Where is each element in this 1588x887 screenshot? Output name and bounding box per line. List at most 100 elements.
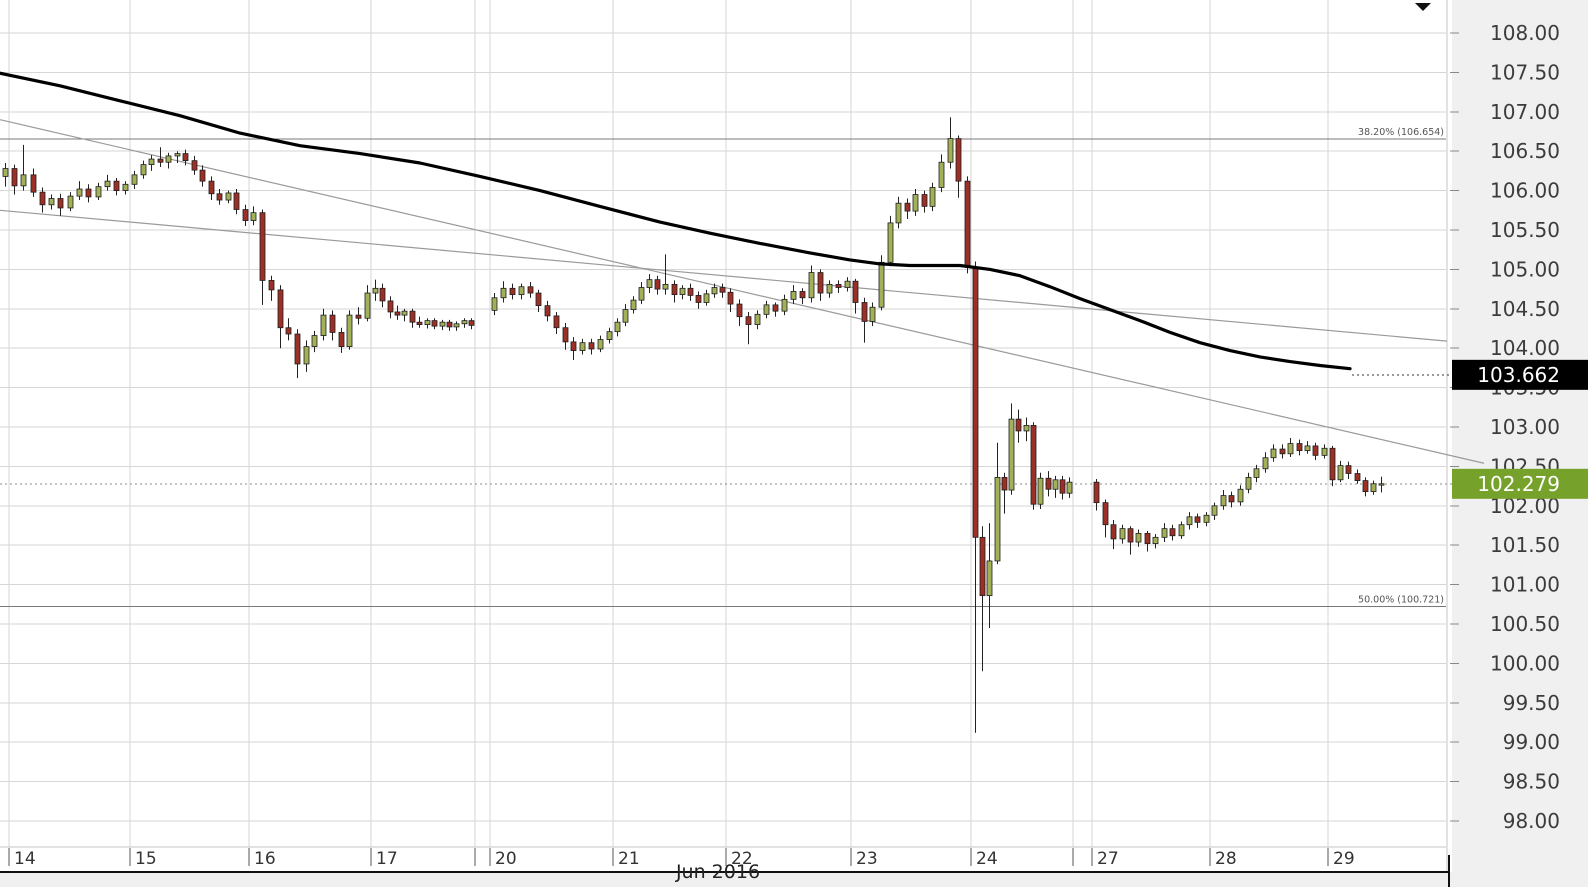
bear-candle-body [861, 302, 868, 322]
bull-candle-body [311, 335, 318, 348]
price-axis-label: 99.50 [1503, 691, 1560, 715]
bear-candle-body [544, 305, 551, 317]
day-21-candles [614, 254, 726, 337]
price-axis-label: 101.00 [1490, 573, 1560, 597]
day-17-candles [372, 279, 475, 331]
bull-candle-body [1337, 465, 1344, 481]
bull-candle-body [869, 306, 876, 322]
bull-candle-body [1237, 488, 1244, 503]
bear-candle-body [216, 193, 223, 201]
price-axis-label: 105.50 [1490, 218, 1560, 242]
bear-candle-body [671, 283, 678, 296]
bull-candle-body [174, 153, 181, 157]
candlestick-series[interactable] [2, 117, 1385, 733]
bear-candle-body [208, 180, 215, 195]
bear-candle-body [446, 321, 453, 328]
bear-candle-body [416, 321, 423, 325]
bull-candle-body [844, 280, 851, 288]
bull-candle-body [122, 183, 129, 192]
bear-candle-body [817, 272, 824, 294]
bear-candle-body [1030, 425, 1037, 505]
bull-candle-body [424, 320, 431, 325]
bull-candle-body [1321, 447, 1328, 456]
bull-candle-body [1023, 425, 1030, 432]
day-27-candles [1093, 479, 1210, 555]
bear-candle-body [852, 280, 859, 303]
price-axis-label: 104.00 [1490, 336, 1560, 360]
ma-badge-value: 103.662 [1477, 363, 1560, 387]
day-15-candles [131, 147, 249, 227]
bull-candle-body [1245, 477, 1252, 490]
bear-candle-body [972, 266, 979, 538]
bull-candle-body [1262, 457, 1269, 470]
bear-candle-body [687, 287, 694, 296]
bull-candle-body [579, 342, 586, 351]
bear-candle-body [30, 174, 37, 193]
gridlines [0, 0, 1448, 872]
bull-candle-body [1186, 516, 1193, 526]
bull-candle-body [364, 292, 371, 319]
date-label: 14 [14, 849, 36, 869]
price-axis-label: 107.00 [1490, 100, 1560, 124]
bear-candle-body [199, 169, 206, 182]
trendlines [0, 119, 1485, 464]
bear-candle-body [1362, 480, 1369, 493]
bear-candle-body [1312, 445, 1319, 456]
bear-candle-body [294, 333, 301, 365]
bear-candle-body [1144, 532, 1151, 545]
price-axis-band[interactable] [1452, 0, 1588, 887]
bear-candle-body [11, 168, 18, 187]
date-label: 17 [376, 849, 398, 869]
bull-candle-body [1152, 536, 1159, 545]
bear-candle-body [338, 332, 345, 348]
bear-candle-body [1093, 481, 1100, 504]
bull-candle-body [250, 212, 257, 221]
bull-candle-body [2, 168, 9, 177]
date-label: 21 [618, 849, 640, 869]
bull-candle-body [346, 314, 353, 348]
price-axis-label: 107.50 [1490, 60, 1560, 84]
bull-candle-body [1211, 505, 1218, 516]
bull-candle-body [597, 339, 604, 350]
bear-candle-body [553, 315, 560, 329]
bull-candle-body [500, 287, 507, 299]
bull-candle-body [754, 313, 761, 325]
bear-candle-body [285, 327, 292, 335]
bear-candle-body [654, 279, 661, 290]
price-axis-label: 100.50 [1490, 612, 1560, 636]
bull-candle-body [1370, 483, 1377, 493]
bear-candle-body [182, 153, 189, 162]
bull-candle-body [439, 321, 446, 327]
scroll-down-arrow-icon[interactable] [1415, 3, 1431, 11]
price-axis-label: 106.50 [1490, 139, 1560, 163]
price-axis-label: 105.00 [1490, 257, 1560, 281]
bull-candle-body [887, 222, 894, 263]
bull-candle-body [491, 297, 498, 311]
bear-candle-body [719, 287, 726, 293]
bull-candle-body [1270, 448, 1277, 459]
trendline [0, 209, 1448, 342]
bull-candle-body [1253, 468, 1260, 478]
bull-candle-body [938, 161, 945, 188]
date-axis[interactable]: 14 15 16 17 20 21 22 23 24 27 28 29 Jun 2016 [0, 848, 1450, 887]
bear-candle-body [527, 286, 534, 294]
bear-candle-body [588, 342, 595, 350]
bear-candle-body [570, 341, 577, 351]
current-badge-value: 102.279 [1477, 472, 1560, 496]
date-label: 16 [254, 849, 276, 869]
bull-candle-body [20, 174, 27, 187]
price-axis-label: 98.50 [1503, 770, 1560, 794]
bull-candle-body [703, 293, 710, 303]
price-axis-label: 103.00 [1490, 415, 1560, 439]
bull-candle-body [48, 198, 55, 206]
bear-candle-body [468, 320, 475, 326]
bull-candle-body [878, 261, 885, 308]
bull-candle-body [895, 202, 902, 224]
bull-candle-body [148, 158, 155, 165]
bull-candle-body [763, 304, 770, 315]
day-16-candles [250, 206, 371, 379]
bear-candle-body [509, 287, 516, 296]
